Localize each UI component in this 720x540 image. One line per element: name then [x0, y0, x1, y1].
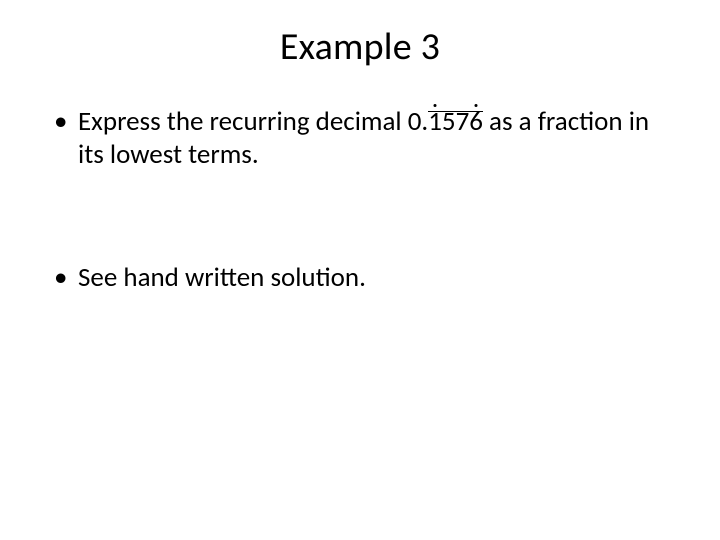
recurring-decimal: 1576	[428, 106, 483, 139]
slide-body: Express the recurring decimal 0.1576 as …	[0, 78, 720, 295]
bullet-text: See hand written solution.	[78, 261, 366, 294]
recurring-mid-digits: 57	[442, 105, 469, 138]
bullet-list: Express the recurring decimal 0.1576 as …	[50, 106, 670, 295]
list-item: See hand written solution.	[50, 262, 670, 295]
slide: Example 3 Express the recurring decimal …	[0, 0, 720, 540]
slide-title: Example 3	[0, 0, 720, 78]
bullet-text-prefix: Express the recurring decimal 0.	[78, 105, 428, 138]
recurring-last-digit: 6	[469, 106, 483, 139]
list-item: Express the recurring decimal 0.1576 as …	[50, 106, 670, 172]
recurring-first-digit: 1	[428, 106, 442, 139]
